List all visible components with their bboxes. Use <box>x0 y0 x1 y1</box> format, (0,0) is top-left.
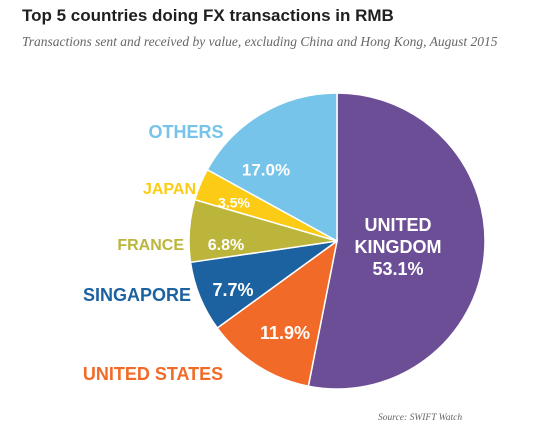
slice-value-france: 6.8% <box>208 237 244 254</box>
slice-value-others: 17.0% <box>242 160 290 179</box>
slice-value-singapore: 7.7% <box>212 280 253 300</box>
chart-source: Source: SWIFT Watch <box>378 413 463 423</box>
pie-slice-united-states <box>216 239 339 388</box>
chart-title: Top 5 countries doing FX transactions in… <box>22 6 394 25</box>
pie-slice-others <box>206 92 338 243</box>
slice-label-united-kingdom: UNITED <box>365 215 432 235</box>
slice-label-france: FRANCE <box>117 237 184 254</box>
slice-label-others: OTHERS <box>148 122 223 142</box>
chart-subtitle: Transactions sent and received by value,… <box>22 34 498 49</box>
slice-value-japan: 3.5% <box>218 195 250 211</box>
pie-slice-united-kingdom <box>307 92 486 390</box>
slice-label-united-kingdom: KINGDOM <box>355 237 442 257</box>
slice-value-united-states: 11.9% <box>260 323 310 343</box>
slice-value-united-kingdom: 53.1% <box>372 259 423 279</box>
slice-label-singapore: SINGAPORE <box>83 285 191 305</box>
slice-label-united-states: UNITED STATES <box>83 364 223 384</box>
slice-label-japan: JAPAN <box>143 181 196 198</box>
